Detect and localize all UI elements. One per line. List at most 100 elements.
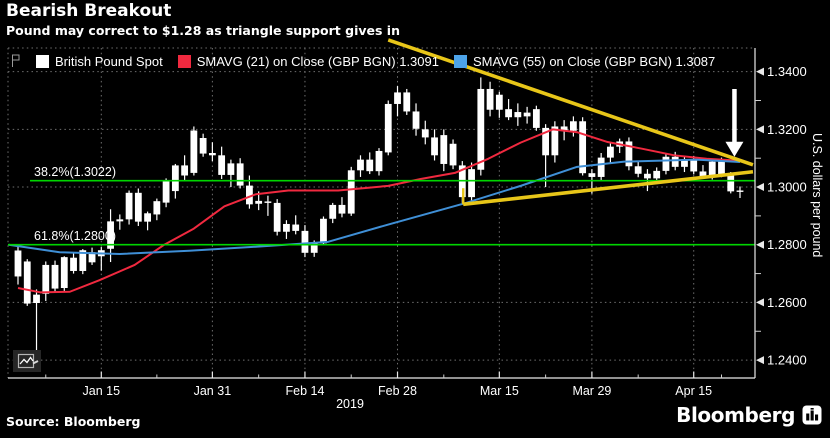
candle-body	[125, 192, 133, 220]
candle-body	[88, 252, 96, 263]
candle-body	[236, 163, 244, 186]
candle-body	[60, 257, 68, 288]
x-tick-label: Feb 14	[285, 384, 324, 398]
chart-annotation-tool-button[interactable]	[13, 350, 41, 372]
y-tick-label: 1.3400	[767, 64, 807, 79]
legend-item[interactable]: SMAVG (21) on Close (GBP BGN) 1.3091	[177, 53, 439, 69]
candle-body	[218, 155, 226, 175]
candle-body	[588, 173, 596, 177]
candle-body	[292, 224, 300, 231]
candle-body	[431, 137, 438, 156]
candle-body	[421, 129, 429, 138]
bloomberg-logo-icon	[802, 405, 822, 425]
candle-body	[412, 111, 420, 129]
candle-body	[357, 159, 364, 171]
legend-label: SMAVG (21) on Close (GBP BGN) 1.3091	[196, 53, 439, 69]
candle-body	[477, 88, 485, 170]
candle-body	[634, 166, 642, 174]
chart-title: Bearish Breakout	[6, 1, 172, 21]
candle-body	[255, 200, 263, 204]
y-tick-label: 1.3200	[767, 122, 807, 137]
fib-level-label: 61.8%(1.2800)	[34, 229, 116, 243]
candle-body	[79, 250, 87, 271]
legend-swatch	[453, 54, 467, 68]
candle-body	[153, 201, 161, 215]
candle-body	[699, 171, 707, 177]
candle-body	[384, 103, 392, 153]
candle-body	[70, 257, 77, 271]
candle-body	[208, 153, 216, 156]
candle-body	[301, 230, 309, 253]
legend-item[interactable]: British Pound Spot	[36, 54, 163, 69]
x-tick-label: Jan 31	[194, 384, 232, 398]
y-tick-label: 1.3000	[767, 180, 807, 195]
candle-body	[514, 112, 522, 118]
candle-body	[227, 163, 235, 175]
y-axis-title: U.S. dollars per pound	[810, 132, 824, 258]
candle-body	[551, 126, 559, 156]
candle-body	[264, 201, 272, 203]
candle-body	[579, 121, 587, 174]
legend-label: SMAVG (55) on Close (GBP BGN) 1.3087	[472, 53, 716, 69]
candle-body	[162, 180, 170, 203]
x-tick-label: Feb 28	[378, 384, 417, 398]
candle-body	[449, 143, 457, 166]
candle-body	[23, 261, 31, 304]
legend-label: British Pound Spot	[55, 53, 163, 69]
candle-body	[181, 165, 189, 176]
legend-item[interactable]: SMAVG (55) on Close (GBP BGN) 1.3087	[453, 53, 716, 69]
y-tick-arrow	[756, 298, 764, 307]
candle-body	[283, 223, 290, 232]
candle-body	[14, 250, 22, 277]
x-axis-year-label: 2019	[336, 397, 364, 411]
candle-body	[495, 94, 503, 110]
candle-body	[33, 294, 40, 303]
candle-body	[560, 126, 568, 131]
candle-body	[134, 192, 142, 222]
candle-body	[644, 173, 651, 179]
candle-body	[532, 109, 540, 128]
candle-body	[440, 135, 448, 164]
candle-body	[671, 156, 679, 167]
candle-body	[718, 161, 725, 175]
candle-body	[42, 264, 50, 294]
candle-body	[347, 170, 355, 214]
x-tick-label: Mar 15	[480, 384, 519, 398]
legend-swatch	[177, 54, 191, 68]
candle-body	[690, 159, 698, 172]
candle-body	[246, 185, 253, 205]
source-attribution: Source: Bloomberg	[6, 414, 141, 429]
candle-body	[273, 202, 281, 232]
candle-body	[320, 218, 327, 244]
candle-body	[542, 127, 550, 156]
triangle-upper-trendline[interactable]	[387, 38, 754, 167]
y-tick-label: 1.2400	[767, 353, 807, 368]
candle-body	[505, 109, 512, 118]
chart-legend: British Pound Spot SMAVG (21) on Close (G…	[10, 50, 715, 72]
bloomberg-wordmark: Bloomberg	[676, 403, 795, 427]
candle-body	[708, 161, 716, 177]
plot-area[interactable]	[8, 48, 755, 378]
triangle-lower-trendline[interactable]	[463, 169, 754, 207]
candle-body	[51, 264, 59, 289]
candle-body	[199, 138, 207, 154]
candle-body	[403, 92, 411, 112]
candle-body	[366, 159, 374, 172]
candle-body	[569, 121, 577, 131]
x-tick-label: Mar 29	[572, 384, 611, 398]
x-tick-label: Jan 15	[83, 384, 121, 398]
bloomberg-logo: Bloomberg	[676, 403, 822, 427]
candlesticks	[14, 77, 744, 355]
candle-body	[107, 221, 114, 249]
candle-body	[310, 243, 318, 253]
y-tick-arrow	[756, 240, 764, 249]
chart-subtitle: Pound may correct to $1.28 as triangle s…	[6, 23, 400, 38]
candle-body	[653, 170, 661, 179]
y-tick-label: 1.2800	[767, 237, 807, 252]
gridlines	[7, 47, 755, 378]
candle-body	[597, 157, 605, 177]
candle-body	[394, 92, 401, 104]
fib-level-label: 38.2%(1.3022)	[34, 165, 116, 179]
